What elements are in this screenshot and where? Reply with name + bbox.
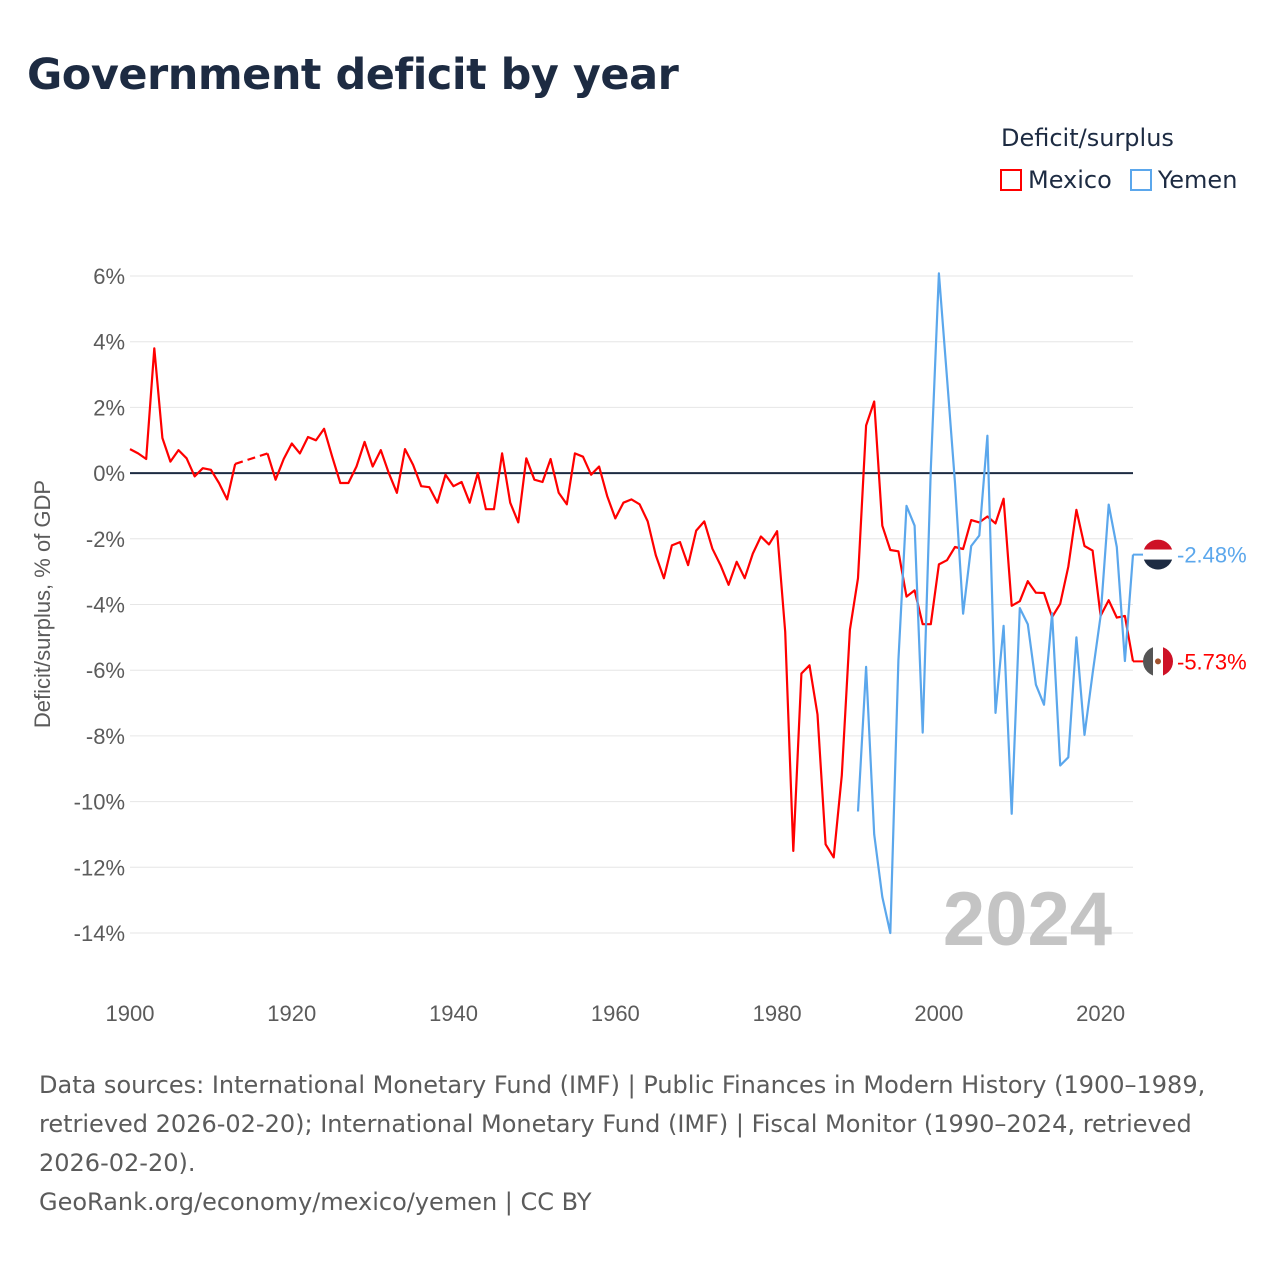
mexico-flag-icon xyxy=(1143,646,1173,677)
legend-swatch-mexico xyxy=(1000,169,1022,191)
x-tick-label: 1900 xyxy=(106,1001,155,1026)
y-tick-label: -2% xyxy=(86,527,125,552)
yemen-flag-icon xyxy=(1143,539,1173,570)
series-gap-mexico xyxy=(234,452,268,465)
y-tick-label: -14% xyxy=(74,921,125,946)
y-axis-title: Deficit/surplus, % of GDP xyxy=(30,480,55,728)
x-tick-label: 1920 xyxy=(267,1001,316,1026)
y-tick-label: 4% xyxy=(93,330,125,355)
y-tick-label: -8% xyxy=(86,724,125,749)
x-tick-label: 1980 xyxy=(753,1001,802,1026)
year-watermark: 2024 xyxy=(943,877,1112,962)
end-label-mexico: -5.73% xyxy=(1177,649,1247,674)
y-tick-label: -10% xyxy=(74,790,125,815)
legend-label-mexico: Mexico xyxy=(1028,166,1112,194)
legend-swatch-yemen xyxy=(1129,169,1152,191)
y-tick-label: -12% xyxy=(74,855,125,880)
x-tick-label: 2000 xyxy=(914,1001,963,1026)
page-title: Government deficit by year xyxy=(27,50,679,100)
series-line-mexico xyxy=(129,347,237,501)
legend-title: Deficit/surplus xyxy=(1001,124,1174,152)
footer: Data sources: International Monetary Fun… xyxy=(39,1066,1249,1222)
legend-item-mexico[interactable]: Mexico xyxy=(1000,166,1112,194)
y-tick-label: 2% xyxy=(93,395,125,420)
data-sources: Data sources: International Monetary Fun… xyxy=(39,1071,1206,1177)
y-tick-label: 0% xyxy=(93,461,125,486)
x-tick-label: 2020 xyxy=(1076,1001,1125,1026)
y-tick-label: 6% xyxy=(93,264,125,289)
series-line-yemen xyxy=(856,272,1135,935)
x-tick-label: 1940 xyxy=(429,1001,478,1026)
legend-label-yemen: Yemen xyxy=(1157,166,1238,194)
x-tick-label: 1960 xyxy=(591,1001,640,1026)
legend: Mexico Yemen xyxy=(1000,166,1237,194)
credit-link[interactable]: GeoRank.org/economy/mexico/yemen | CC BY xyxy=(39,1188,592,1216)
line-chart: 6% 4% 2% 0% -2% -4% -6% -8% -10% -12% -14% 1900 1920… xyxy=(30,264,1247,1026)
y-tick-label: -6% xyxy=(86,658,125,683)
legend-item-yemen[interactable]: Yemen xyxy=(1129,166,1238,194)
y-tick-label: -4% xyxy=(86,593,125,618)
end-label-yemen: -2.48% xyxy=(1177,543,1247,568)
